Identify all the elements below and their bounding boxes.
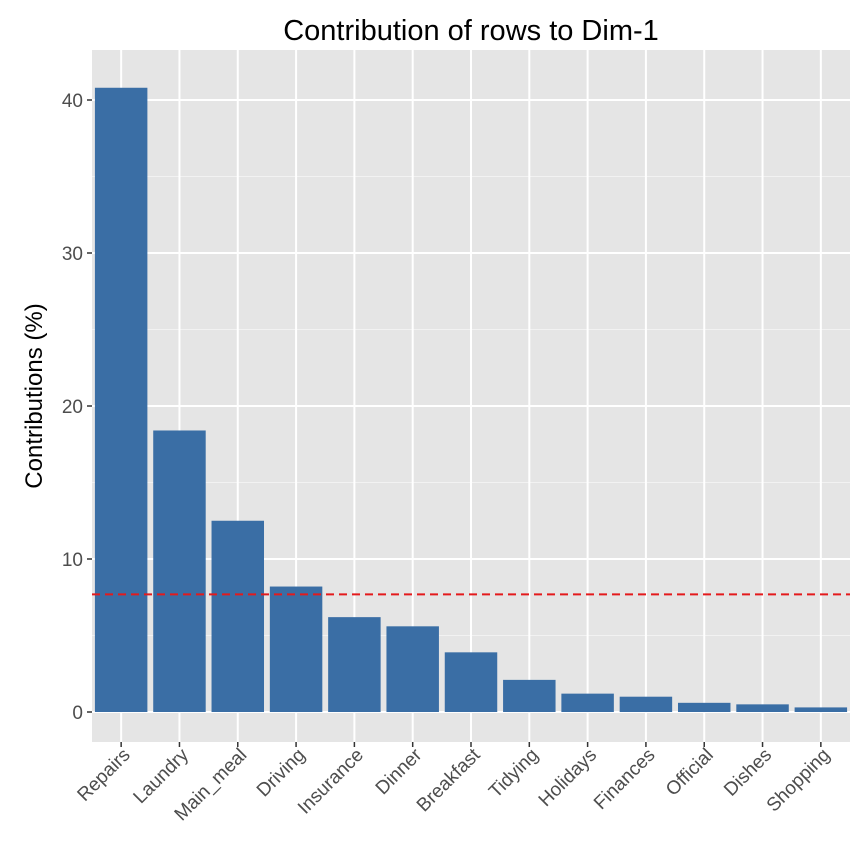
x-tick-label: Driving bbox=[253, 745, 310, 802]
bar-breakfast bbox=[444, 652, 498, 712]
y-tick-label: 10 bbox=[62, 550, 83, 571]
y-tick-label: 0 bbox=[72, 703, 83, 724]
x-tick-label: Repairs bbox=[74, 745, 135, 806]
y-tick-label: 40 bbox=[62, 91, 83, 112]
bar-holidays bbox=[561, 693, 614, 712]
chart-title: Contribution of rows to Dim-1 bbox=[283, 15, 659, 47]
bar-tidying bbox=[503, 679, 556, 712]
bar-dishes bbox=[736, 704, 789, 712]
x-tick-label: Shopping bbox=[763, 745, 835, 817]
y-tick-label: 30 bbox=[62, 244, 83, 265]
bars bbox=[94, 87, 848, 712]
y-axis-label: Contributions (%) bbox=[21, 303, 48, 488]
x-tick-label: Dishes bbox=[720, 745, 776, 801]
bar-repairs bbox=[94, 87, 148, 712]
bar-main_meal bbox=[211, 520, 265, 712]
x-tick-label: Dinner bbox=[372, 744, 427, 799]
y-axis: 0 10 20 30 40 bbox=[62, 91, 92, 724]
bar-shopping bbox=[794, 707, 848, 712]
x-tick-label: Finances bbox=[590, 745, 659, 814]
bar-insurance bbox=[328, 617, 381, 712]
bar-dinner bbox=[386, 626, 439, 712]
bar-finances bbox=[619, 696, 673, 712]
x-tick-label: Breakfast bbox=[413, 744, 485, 816]
x-tick-label: Official bbox=[662, 745, 718, 801]
bar-official bbox=[677, 702, 731, 712]
y-tick-label: 20 bbox=[62, 397, 83, 418]
x-tick-label: Tidying bbox=[485, 745, 543, 803]
bar-laundry bbox=[153, 430, 206, 712]
bar-driving bbox=[269, 586, 323, 712]
